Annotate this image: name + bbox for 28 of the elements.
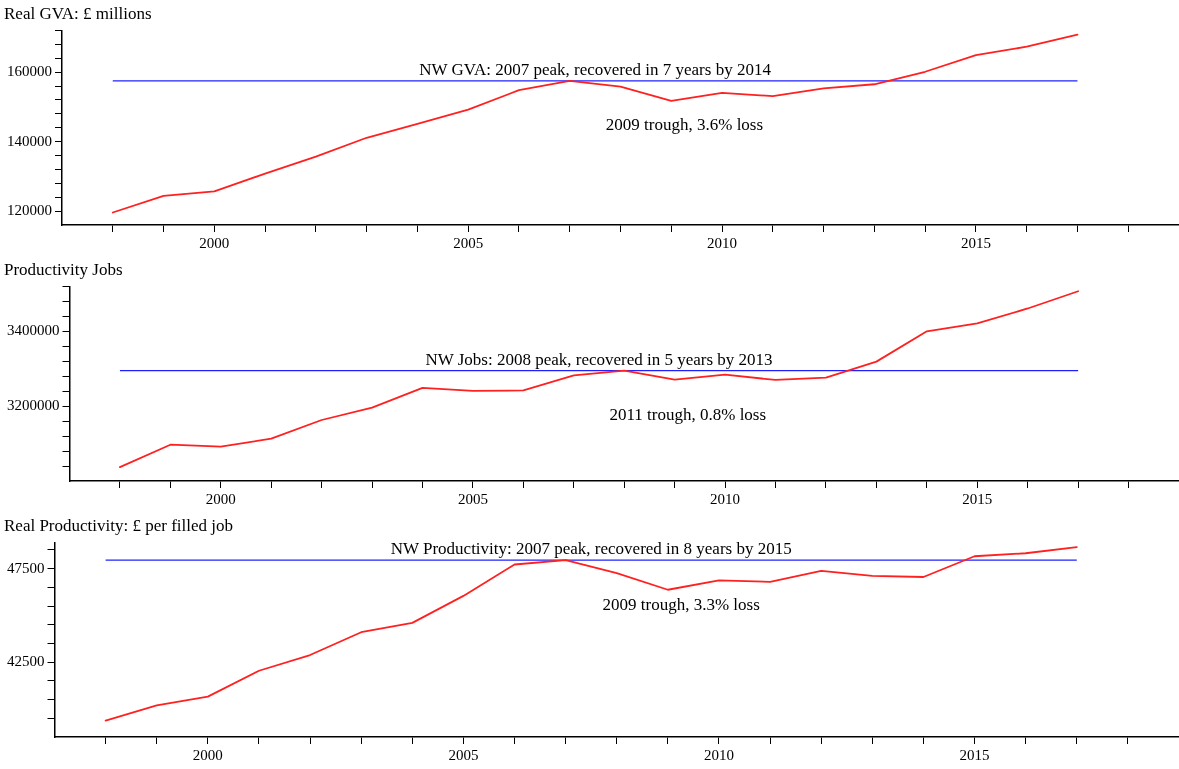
- x-tick-label: 2015: [960, 234, 991, 251]
- x-tick-label: 2010: [710, 490, 741, 507]
- x-tick-label: 2010: [703, 746, 734, 763]
- y-tick-label: 47500: [7, 559, 45, 576]
- annotation: NW Jobs: 2008 peak, recovered in 5 years by 2013: [425, 349, 773, 369]
- x-tick-label: 2000: [192, 746, 223, 763]
- x-tick-label: 2005: [448, 746, 479, 763]
- x-tick-label: 2015: [962, 490, 993, 507]
- y-tick-label: 3400000: [7, 322, 60, 339]
- x-tick-label: 2005: [457, 490, 488, 507]
- x-tick-label: 2015: [959, 746, 990, 763]
- x-tick-label: 2000: [205, 490, 236, 507]
- annotation: 2009 trough, 3.6% loss: [605, 115, 764, 135]
- x-tick-label: 2010: [707, 234, 738, 251]
- annotation: NW Productivity: 2007 peak, recovered in 8 years by 2015: [390, 539, 792, 559]
- y-tick-label: 120000: [7, 202, 52, 219]
- chart-title: Real Productivity: £ per filled job: [4, 515, 233, 535]
- y-tick-label: 3200000: [7, 397, 60, 414]
- chart-title: Real GVA: £ millions: [4, 3, 152, 23]
- chart-title: Productivity Jobs: [4, 259, 123, 279]
- annotation: NW GVA: 2007 peak, recovered in 7 years by 2014: [419, 59, 772, 79]
- y-tick-label: 42500: [7, 653, 45, 670]
- y-tick-label: 160000: [7, 63, 52, 80]
- annotation: 2011 trough, 0.8% loss: [609, 405, 767, 425]
- annotation: 2009 trough, 3.3% loss: [602, 594, 760, 614]
- x-tick-label: 2000: [199, 234, 230, 251]
- y-tick-label: 140000: [7, 132, 52, 149]
- x-tick-label: 2005: [453, 234, 484, 251]
